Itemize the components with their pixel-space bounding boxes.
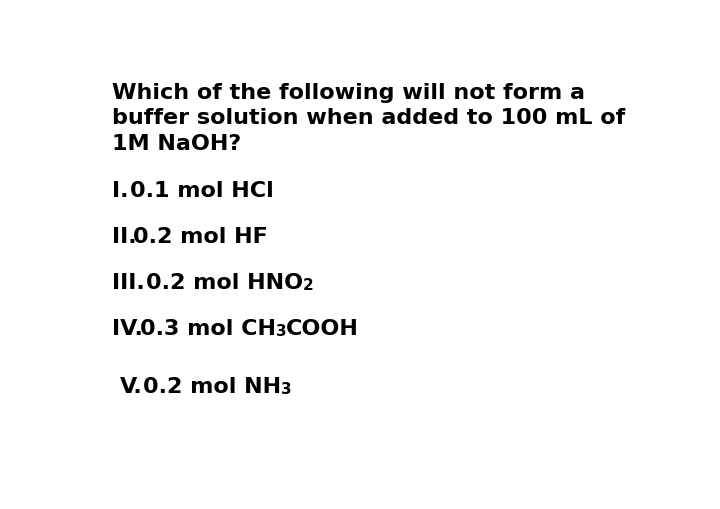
Text: V.: V. bbox=[120, 376, 142, 396]
Text: 0.2 mol NH: 0.2 mol NH bbox=[143, 376, 281, 396]
Text: I.: I. bbox=[112, 180, 128, 200]
Text: Which of the following will not form a: Which of the following will not form a bbox=[112, 82, 585, 102]
Text: IV.: IV. bbox=[112, 319, 143, 338]
Text: II.: II. bbox=[112, 227, 136, 246]
Text: 0.2 mol HNO: 0.2 mol HNO bbox=[145, 272, 303, 292]
Text: 0.1 mol HCl: 0.1 mol HCl bbox=[130, 180, 274, 200]
Text: 2: 2 bbox=[303, 277, 314, 292]
Text: 1M NaOH?: 1M NaOH? bbox=[112, 133, 241, 153]
Text: 0.3 mol CH: 0.3 mol CH bbox=[140, 319, 276, 338]
Text: COOH: COOH bbox=[287, 319, 359, 338]
Text: 3: 3 bbox=[276, 323, 287, 338]
Text: 3: 3 bbox=[281, 381, 292, 395]
Text: 0.2 mol HF: 0.2 mol HF bbox=[133, 227, 268, 246]
Text: buffer solution when added to 100 mL of: buffer solution when added to 100 mL of bbox=[112, 108, 625, 128]
Text: III.: III. bbox=[112, 272, 145, 292]
